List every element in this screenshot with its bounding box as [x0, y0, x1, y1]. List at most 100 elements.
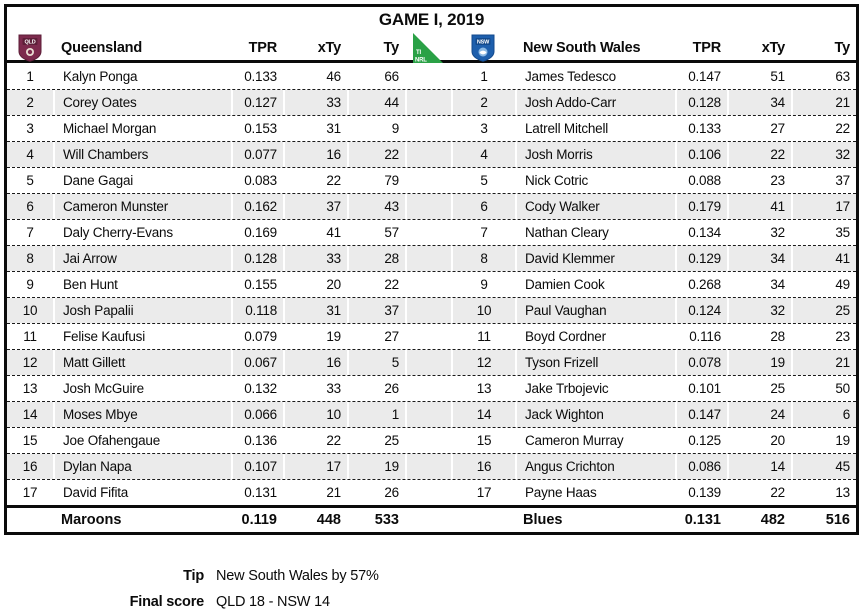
nsw-player-xty: 22 — [770, 485, 785, 500]
final-score-row: Final score QLD 18 - NSW 14 — [0, 589, 863, 613]
nsw-player-ty: 23 — [835, 329, 850, 344]
nsw-player-tpr: 0.101 — [688, 381, 721, 396]
player-row-17: 17 David Fifita 0.131 21 26 17 Payne Haas 0.139… — [7, 479, 856, 505]
center-spacer — [405, 298, 451, 323]
qld-player-ty: 19 — [347, 454, 405, 479]
qld-player-xty: 31 — [326, 121, 341, 136]
center-spacer — [405, 428, 451, 453]
nsw-total-xty: 482 — [760, 512, 785, 528]
nsw-player-xty: 25 — [770, 381, 785, 396]
qld-player-name: Will Chambers — [53, 142, 231, 167]
qld-player-name: Felise Kaufusi — [63, 329, 145, 344]
nsw-player-ty: 13 — [835, 485, 850, 500]
nsw-player-name: Boyd Cordner — [525, 329, 606, 344]
qld-player-tpr: 0.153 — [244, 121, 277, 136]
qld-player-ty: 25 — [384, 433, 399, 448]
table-body: 1 Kalyn Ponga 0.133 46 66 1 James Tedesco 0.147… — [7, 63, 856, 505]
nsw-player-name: David Klemmer — [515, 246, 675, 271]
nsw-player-rank: 15 — [476, 433, 492, 448]
final-score-label: Final score — [129, 594, 205, 610]
qld-player-xty: 33 — [326, 381, 341, 396]
qld-player-rank: 2 — [7, 90, 53, 115]
nsw-player-rank: 5 — [480, 173, 488, 188]
nsw-player-tpr: 0.078 — [675, 350, 727, 375]
player-row-16: 16 Dylan Napa 0.107 17 19 16 Angus Crichton 0.0… — [7, 453, 856, 479]
qld-col-xty: xTy — [317, 40, 342, 56]
qld-player-xty: 10 — [283, 402, 347, 427]
qld-player-rank: 15 — [22, 433, 38, 448]
tip-value: New South Wales by 57% — [216, 568, 379, 584]
qld-player-name: Josh Papalii — [53, 298, 231, 323]
qld-shield-icon: QLD — [18, 34, 42, 62]
qld-player-tpr: 0.155 — [244, 277, 277, 292]
nsw-player-rank: 3 — [480, 121, 488, 136]
qld-player-tpr: 0.079 — [244, 329, 277, 344]
qld-player-xty: 16 — [283, 142, 347, 167]
svg-text:QLD: QLD — [24, 40, 35, 46]
nsw-player-xty: 32 — [727, 298, 791, 323]
qld-player-xty: 21 — [326, 485, 341, 500]
game-scorecard-table: GAME I, 2019 QLD Queensland TPR xTy Ty T… — [4, 4, 859, 535]
nsw-player-xty: 34 — [770, 277, 785, 292]
qld-player-name: Joe Ofahengaue — [63, 433, 161, 448]
nsw-player-xty: 51 — [770, 68, 785, 84]
qld-team-name: Queensland — [61, 40, 142, 56]
qld-player-ty: 44 — [347, 90, 405, 115]
player-row-11: 11 Felise Kaufusi 0.079 19 27 11 Boyd Cordner 0… — [7, 323, 856, 349]
qld-player-name: Corey Oates — [53, 90, 231, 115]
nsw-player-name: Josh Morris — [515, 142, 675, 167]
qld-player-ty: 27 — [384, 329, 399, 344]
nsw-player-xty: 28 — [770, 329, 785, 344]
qld-player-xty: 31 — [283, 298, 347, 323]
qld-player-rank: 8 — [7, 246, 53, 271]
qld-player-tpr: 0.162 — [231, 194, 283, 219]
qld-player-tpr: 0.132 — [244, 381, 277, 396]
nsw-player-xty: 32 — [770, 225, 785, 240]
qld-player-ty: 22 — [347, 142, 405, 167]
qld-player-xty: 22 — [326, 433, 341, 448]
qld-player-xty: 33 — [283, 246, 347, 271]
nsw-player-xty: 22 — [727, 142, 791, 167]
qld-player-name: Cameron Munster — [53, 194, 231, 219]
qld-player-ty: 5 — [347, 350, 405, 375]
center-spacer — [405, 376, 451, 401]
qld-player-xty: 17 — [283, 454, 347, 479]
qld-player-ty: 37 — [347, 298, 405, 323]
nsw-player-tpr: 0.086 — [675, 454, 727, 479]
nsw-team-name: New South Wales — [523, 40, 641, 56]
qld-player-rank: 13 — [22, 381, 38, 396]
nsw-player-tpr: 0.124 — [675, 298, 727, 323]
qld-player-xty: 22 — [326, 173, 341, 188]
totals-spacer — [405, 508, 451, 532]
nrl-badge: TI NRL — [405, 32, 451, 64]
qld-player-rank: 5 — [26, 173, 34, 188]
nsw-total-ty: 516 — [825, 512, 850, 528]
nsw-player-tpr: 0.129 — [675, 246, 727, 271]
qld-player-name: Dylan Napa — [53, 454, 231, 479]
qld-player-tpr: 0.118 — [231, 298, 283, 323]
nsw-player-name: Tyson Frizell — [515, 350, 675, 375]
nsw-player-tpr: 0.133 — [688, 121, 721, 136]
center-spacer — [405, 90, 451, 115]
nsw-player-rank: 17 — [476, 485, 492, 500]
center-spacer — [405, 272, 451, 297]
player-row-7: 7 Daly Cherry-Evans 0.169 41 57 7 Nathan Clear… — [7, 219, 856, 245]
qld-player-rank: 10 — [7, 298, 53, 323]
nsw-player-xty: 23 — [770, 173, 785, 188]
nsw-player-ty: 25 — [791, 298, 856, 323]
nsw-player-rank: 7 — [480, 225, 488, 240]
qld-player-rank: 6 — [7, 194, 53, 219]
qld-player-name: Dane Gagai — [63, 173, 134, 188]
qld-player-tpr: 0.107 — [231, 454, 283, 479]
qld-player-tpr: 0.136 — [244, 433, 277, 448]
nsw-player-xty: 34 — [727, 90, 791, 115]
nsw-player-tpr: 0.268 — [688, 277, 721, 292]
nsw-player-xty: 20 — [770, 433, 785, 448]
qld-player-rank: 9 — [26, 277, 34, 292]
player-row-4: 4 Will Chambers 0.077 16 22 4 Josh Morris 0.106… — [7, 141, 856, 167]
player-row-14: 14 Moses Mbye 0.066 10 1 14 Jack Wighton 0.147 2… — [7, 401, 856, 427]
qld-player-tpr: 0.067 — [231, 350, 283, 375]
final-score-value: QLD 18 - NSW 14 — [216, 594, 330, 610]
qld-player-tpr: 0.066 — [231, 402, 283, 427]
